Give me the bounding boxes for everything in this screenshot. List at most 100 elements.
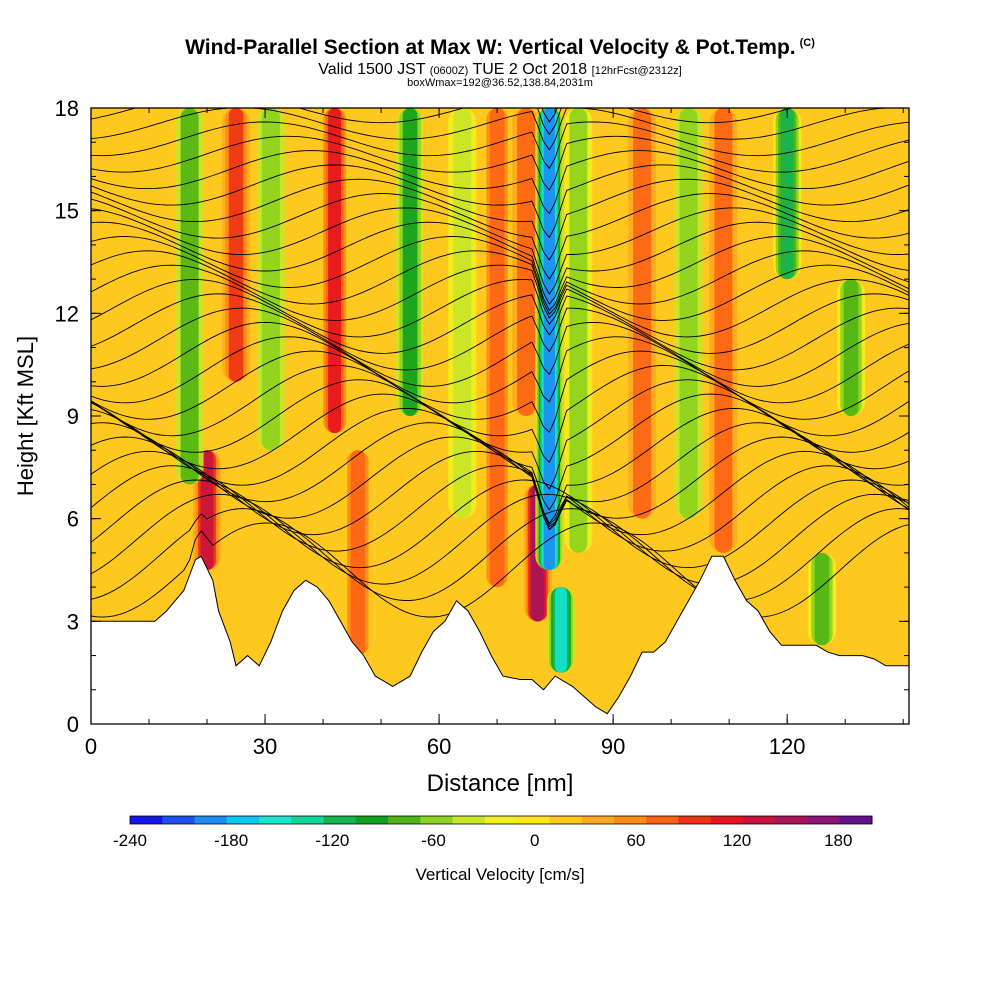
colorbar-label: Vertical Velocity [cm/s] xyxy=(415,865,584,884)
y-tick-label: 6 xyxy=(67,507,79,532)
velocity-cell xyxy=(180,108,199,485)
colorbar: -240 -180 -120 -60 0 60 120 180 xyxy=(113,815,873,850)
x-tick-label: 120 xyxy=(769,734,806,759)
velocity-cell xyxy=(679,108,698,519)
theta-contour xyxy=(91,422,909,531)
colorbar-tick-label: -180 xyxy=(214,831,248,850)
colorbar-swatch xyxy=(291,816,325,824)
colorbar-swatch xyxy=(162,816,196,824)
colorbar-swatch xyxy=(484,816,518,824)
colorbar-swatch xyxy=(678,816,712,824)
theta-contour xyxy=(91,293,909,354)
velocity-cell xyxy=(814,552,830,646)
colorbar-swatch xyxy=(710,816,744,824)
colorbar-tick-label: 60 xyxy=(626,831,645,850)
colorbar-swatch xyxy=(807,816,841,824)
theta-contour xyxy=(91,436,909,531)
velocity-cell xyxy=(554,587,567,673)
potential-temperature-contours xyxy=(91,108,909,618)
velocity-cell xyxy=(489,108,505,588)
colorbar-swatch xyxy=(355,816,389,824)
velocity-cell xyxy=(633,108,652,519)
colorbar-tick-label: 120 xyxy=(723,831,751,850)
y-tick-label: 3 xyxy=(67,609,79,634)
terrain-profile xyxy=(90,555,910,725)
colorbar-swatch xyxy=(742,816,776,824)
y-tick-label: 15 xyxy=(55,199,79,224)
velocity-cell xyxy=(350,450,366,656)
colorbar-tick-label: -240 xyxy=(113,831,147,850)
x-tick-label: 90 xyxy=(601,734,625,759)
colorbar-swatch xyxy=(388,816,421,824)
colorbar-swatch xyxy=(226,816,260,824)
y-tick-label: 12 xyxy=(55,301,79,326)
velocity-cell xyxy=(402,108,418,416)
colorbar-swatch xyxy=(452,816,486,824)
theta-contour xyxy=(91,279,909,338)
theta-contour xyxy=(91,508,909,602)
theta-contour xyxy=(91,465,909,552)
theta-contour xyxy=(91,150,909,215)
x-tick-label: 0 xyxy=(85,734,97,759)
box-wmax-info: boxWmax=192@36.52,138.84,2031m xyxy=(407,77,593,89)
x-axis-label: Distance [nm] xyxy=(427,770,574,797)
theta-contour xyxy=(91,264,909,321)
y-tick-label: 18 xyxy=(55,96,79,121)
theta-contour xyxy=(91,221,909,305)
colorbar-swatch xyxy=(517,816,550,824)
colorbar-swatch xyxy=(775,816,808,824)
y-tick-label: 0 xyxy=(67,712,79,737)
x-tick-label: 60 xyxy=(427,734,451,759)
theta-contour xyxy=(91,135,909,191)
valid-date: TUE 2 Oct 2018 xyxy=(472,61,588,78)
axes: 0 30 60 90 120 0 3 6 9 12 15 18 xyxy=(55,96,909,759)
colorbar-tick-label: -120 xyxy=(315,831,349,850)
colorbar-swatch xyxy=(613,816,647,824)
colorbar-swatch xyxy=(323,816,357,824)
y-tick-label: 9 xyxy=(67,404,79,429)
chart-title-text: Wind-Parallel Section at Max W: Vertical… xyxy=(185,36,796,59)
velocity-cell xyxy=(261,108,280,451)
colorbar-swatch xyxy=(130,816,163,824)
theta-contour xyxy=(91,336,909,404)
colorbar-swatch xyxy=(839,816,873,824)
theta-contour xyxy=(91,121,909,170)
theta-contour xyxy=(91,307,909,371)
colorbar-tick-label: 0 xyxy=(530,831,539,850)
theta-contour xyxy=(91,493,909,585)
theta-contour xyxy=(91,350,909,433)
colorbar-swatch xyxy=(646,816,679,824)
colorbar-swatch xyxy=(549,816,583,824)
velocity-cell xyxy=(328,108,342,434)
colorbar-swatch xyxy=(194,816,228,824)
velocity-cell xyxy=(543,108,555,570)
theta-contour xyxy=(91,321,909,387)
forecast-info: [12hrFcst@2312z] xyxy=(591,65,682,77)
chart-title: Wind-Parallel Section at Max W: Vertical… xyxy=(0,36,1000,60)
velocity-cell xyxy=(453,108,472,519)
y-axis-label: Height [Kft MSL] xyxy=(13,336,38,496)
theta-contour xyxy=(91,236,909,312)
theta-contour xyxy=(91,364,909,463)
theta-contour xyxy=(91,250,909,315)
theta-contour xyxy=(91,178,909,261)
colorbar-swatch xyxy=(420,816,454,824)
velocity-cell xyxy=(228,108,244,382)
colorbar-swatch xyxy=(259,816,292,824)
theta-contour xyxy=(91,108,794,136)
theta-contour xyxy=(91,193,909,280)
colorbar-tick-label: -60 xyxy=(421,831,446,850)
theta-contour xyxy=(91,207,909,295)
colorbar-swatch xyxy=(581,816,615,824)
x-tick-label: 30 xyxy=(253,734,277,759)
colorbar-frame xyxy=(129,815,873,825)
theta-contour xyxy=(91,164,909,239)
copyright-mark: (C) xyxy=(799,37,815,49)
valid-time: Valid 1500 JST xyxy=(318,61,426,78)
colorbar-tick-label: 180 xyxy=(824,831,852,850)
velocity-cell xyxy=(569,108,588,553)
chart-subtitle: Valid 1500 JST (0600Z) TUE 2 Oct 2018 [1… xyxy=(0,61,1000,79)
theta-contour xyxy=(91,522,909,618)
valid-time-utc: (0600Z) xyxy=(429,65,469,77)
